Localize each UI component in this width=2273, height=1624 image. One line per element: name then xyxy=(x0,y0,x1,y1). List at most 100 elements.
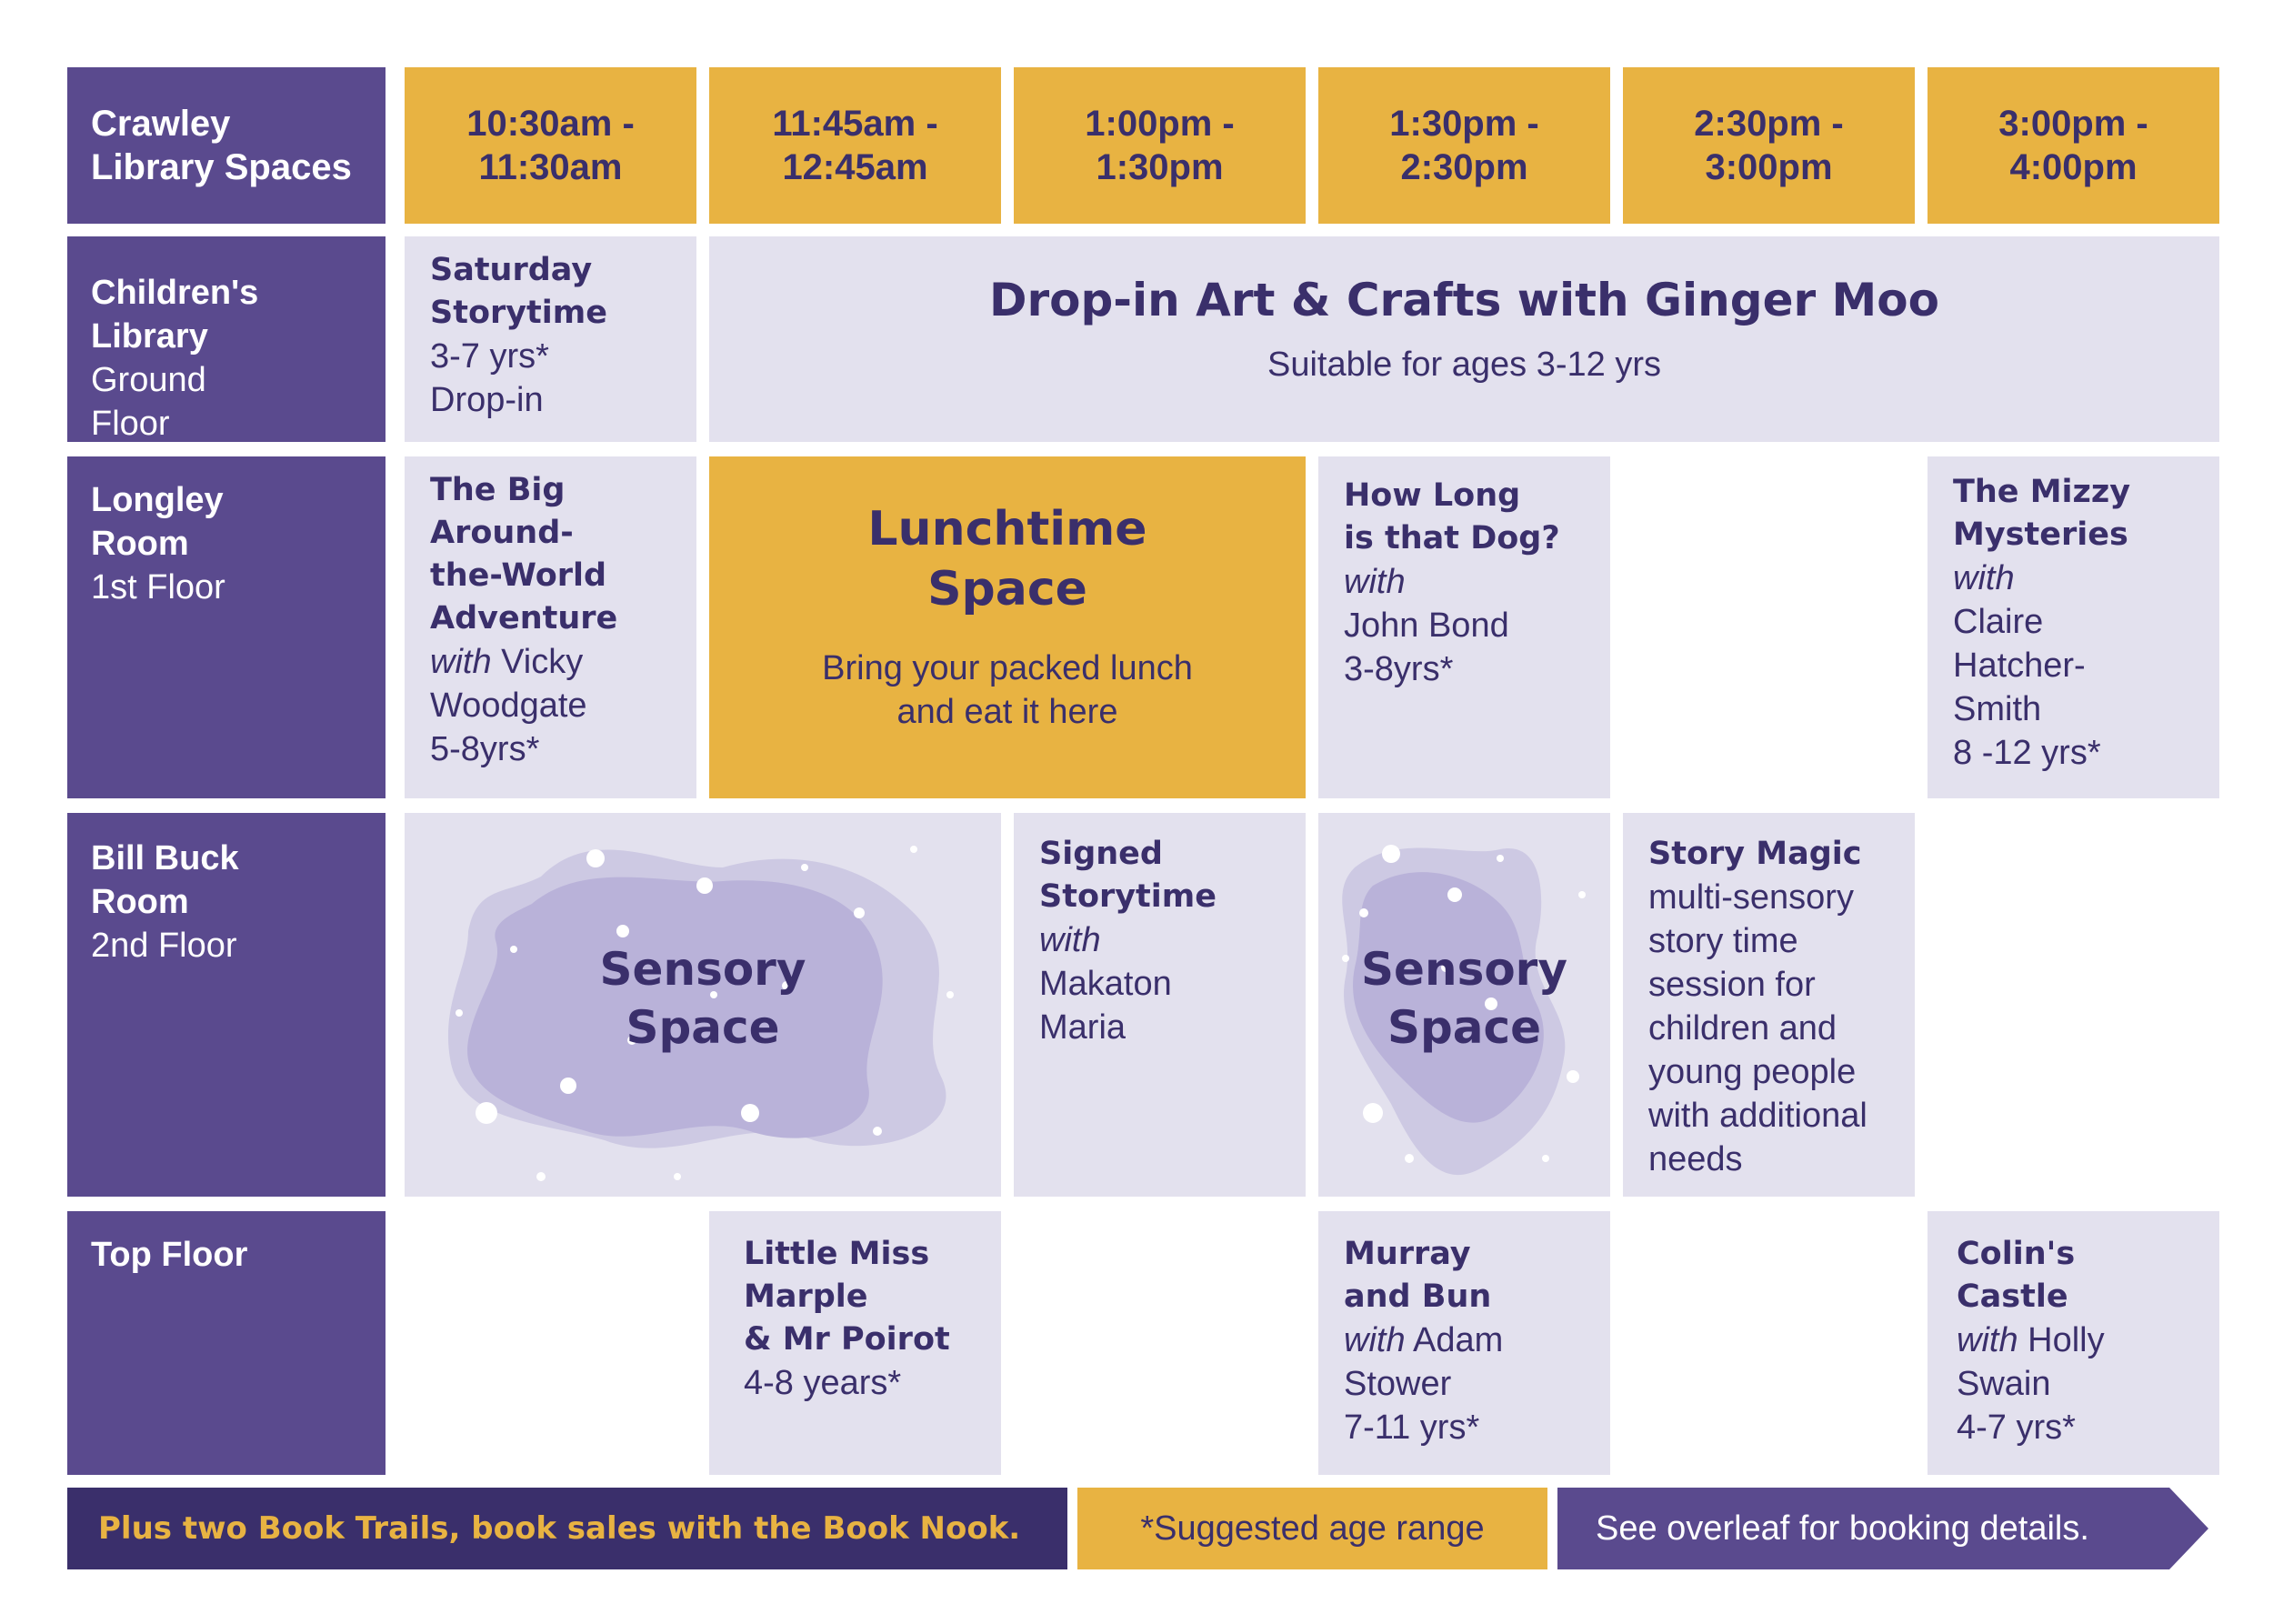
event-host: Holly xyxy=(2028,1321,2105,1359)
event-title: Colin's xyxy=(1957,1236,2076,1272)
room-name: Room xyxy=(91,525,189,563)
event-age: 3-7 yrs* xyxy=(430,337,549,376)
event-saturday-storytime: Saturday Storytime 3-7 yrs* Drop-in xyxy=(405,236,696,442)
event-title: Adventure xyxy=(430,600,618,637)
event-subtitle: Bring your packed lunch xyxy=(822,649,1193,687)
room-name: Room xyxy=(91,883,189,921)
event-host: John Bond xyxy=(1344,606,1509,645)
room-floor: Floor xyxy=(91,405,170,443)
event-note: Drop-in xyxy=(430,381,544,419)
room-childrens-library: Children's Library Ground Floor xyxy=(67,236,386,443)
room-floor: Ground xyxy=(91,361,206,399)
footer-booking-link[interactable]: See overleaf for booking details. xyxy=(1557,1488,2208,1569)
time-start: 1:30pm - xyxy=(1389,104,1539,144)
event-description: young people xyxy=(1648,1053,1857,1091)
room-floor: 1st Floor xyxy=(91,568,225,606)
event-title: Mysteries xyxy=(1953,516,2128,553)
time-slot-5: 2:30pm -3:00pm xyxy=(1623,67,1915,224)
sensory-blob-icon xyxy=(1342,845,1586,1176)
with-label: with xyxy=(430,643,492,681)
room-floor: 2nd Floor xyxy=(91,927,237,965)
room-name: Bill Buck xyxy=(91,839,239,877)
event-description: session for xyxy=(1648,966,1816,1004)
event-age: 3-8yrs* xyxy=(1344,650,1454,688)
event-title: the-World xyxy=(430,557,607,594)
footer-age-note: *Suggested age range xyxy=(1077,1488,1547,1569)
footer-book-trails: Plus two Book Trails, book sales with th… xyxy=(67,1488,1067,1569)
event-title: Story Magic xyxy=(1648,836,1862,872)
event-title: Lunchtime xyxy=(867,502,1147,556)
time-end: 12:45am xyxy=(782,147,928,187)
footer-text[interactable]: See overleaf for booking details. xyxy=(1596,1509,2089,1548)
event-title: Sensory xyxy=(1361,943,1567,996)
event-age: 5-8yrs* xyxy=(430,730,540,768)
footer-text: *Suggested age range xyxy=(1140,1509,1485,1548)
event-age: 8 -12 yrs* xyxy=(1953,734,2101,772)
event-host: Adam xyxy=(1413,1321,1504,1359)
event-title: Drop-in Art & Crafts with Ginger Moo xyxy=(988,274,1940,326)
event-age: 4-8 years* xyxy=(744,1364,902,1402)
event-subtitle: Suitable for ages 3-12 yrs xyxy=(1267,346,1661,384)
event-title: Space xyxy=(927,562,1087,617)
event-how-long-dog: How Long is that Dog? with John Bond 3-8… xyxy=(1318,456,1610,798)
time-slot-1: 10:30am -11:30am xyxy=(405,67,696,224)
time-slot-3: 1:00pm -1:30pm xyxy=(1014,67,1306,224)
time-start: 1:00pm - xyxy=(1085,104,1235,144)
room-name: Children's xyxy=(91,274,259,312)
footer-text: Plus two Book Trails, book sales with th… xyxy=(98,1510,1021,1547)
with-label: with xyxy=(1953,559,2015,597)
event-title: Saturday xyxy=(430,252,593,288)
with-label: with xyxy=(1039,921,1101,959)
time-end: 4:00pm xyxy=(2009,147,2138,187)
time-end: 11:30am xyxy=(478,147,623,187)
time-end: 3:00pm xyxy=(1705,147,1833,187)
event-lunchtime-space: Lunchtime Space Bring your packed lunch … xyxy=(709,456,1306,798)
event-title: The Big xyxy=(430,472,566,508)
room-longley: Longley Room 1st Floor xyxy=(67,456,386,798)
event-title: Around- xyxy=(430,515,574,551)
sensory-blob-icon xyxy=(447,846,954,1181)
event-title: How Long xyxy=(1344,477,1521,514)
time-start: 3:00pm - xyxy=(1998,104,2148,144)
event-host: Maria xyxy=(1039,1008,1126,1047)
event-title: is that Dog? xyxy=(1344,520,1560,556)
event-host: Stower xyxy=(1344,1365,1452,1403)
room-name: Top Floor xyxy=(91,1236,248,1274)
room-name: Library xyxy=(91,317,208,356)
event-title: Murray xyxy=(1344,1236,1471,1272)
time-slot-2: 11:45am -12:45am xyxy=(709,67,1001,224)
event-title: Little Miss xyxy=(744,1236,930,1272)
event-drop-in-art: Drop-in Art & Crafts with Ginger Moo Sui… xyxy=(709,236,2219,442)
event-big-adventure: The Big Around- the-World Adventure with… xyxy=(405,456,696,798)
page-title-text: Crawley Library Spaces xyxy=(91,104,352,187)
event-title: Signed xyxy=(1039,836,1163,872)
time-end: 2:30pm xyxy=(1400,147,1528,187)
room-name: Longley xyxy=(91,481,224,519)
event-host: Claire xyxy=(1953,603,2044,641)
event-description: story time xyxy=(1648,922,1798,960)
time-end: 1:30pm xyxy=(1096,147,1224,187)
event-host: Swain xyxy=(1957,1365,2051,1403)
room-top-floor: Top Floor xyxy=(67,1211,386,1475)
event-title: Castle xyxy=(1957,1278,2068,1315)
event-age: 7-11 yrs* xyxy=(1344,1408,1480,1447)
event-title: Storytime xyxy=(1039,878,1217,915)
event-title: Storytime xyxy=(430,295,607,331)
event-murray-bun: Murray and Bun with Adam Stower 7-11 yrs… xyxy=(1318,1211,1610,1475)
event-host: Woodgate xyxy=(430,687,587,725)
with-label: with xyxy=(1344,563,1406,601)
event-title: & Mr Poirot xyxy=(744,1321,950,1358)
event-story-magic: Story Magic multi-sensory story time ses… xyxy=(1623,813,1915,1197)
event-title: Sensory xyxy=(599,943,806,996)
with-label: with xyxy=(1344,1321,1406,1359)
event-sensory-space-2: Sensory Space xyxy=(1318,813,1610,1197)
page-title: Crawley Library Spaces xyxy=(67,67,386,224)
event-title: Space xyxy=(1387,1001,1542,1054)
event-mizzy-mysteries: The Mizzy Mysteries with Claire Hatcher-… xyxy=(1928,456,2219,798)
event-host: Hatcher- xyxy=(1953,647,2086,685)
event-description: needs xyxy=(1648,1140,1743,1178)
event-title: Space xyxy=(626,1001,780,1054)
event-host: Vicky xyxy=(501,643,584,681)
event-sensory-space-1: Sensory Space xyxy=(405,813,1001,1197)
event-subtitle: and eat it here xyxy=(896,693,1118,731)
